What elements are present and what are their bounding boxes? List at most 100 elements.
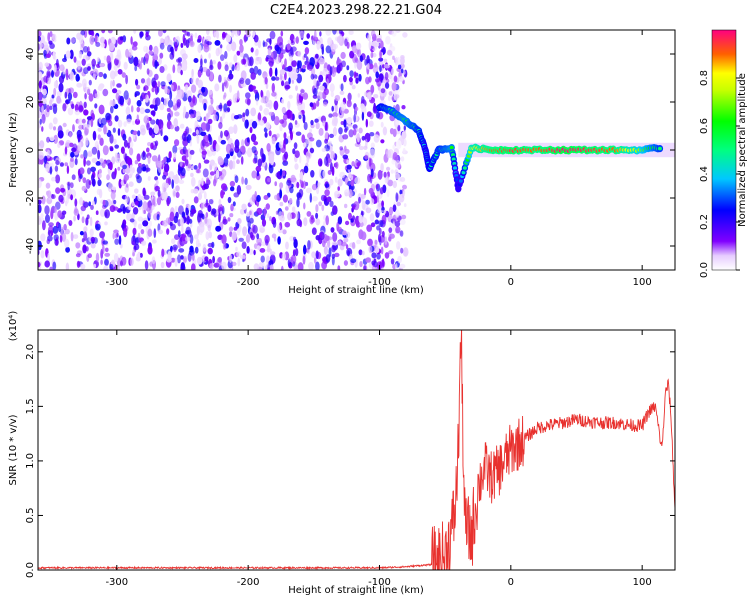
heatmap-noise-cell: [303, 40, 309, 46]
heatmap-noise-cell: [202, 168, 209, 178]
heatmap-noise-cell: [62, 57, 67, 63]
heatmap-noise-cell: [374, 239, 378, 245]
heatmap-noise-cell: [288, 77, 291, 85]
heatmap-noise-cell: [246, 246, 250, 254]
heatmap-noise-cell: [257, 40, 262, 49]
heatmap-noise-cell: [296, 73, 302, 84]
heatmap-noise-cell: [136, 84, 141, 90]
heatmap-noise-cell: [226, 107, 231, 113]
heatmap-noise-cell: [353, 71, 357, 79]
heatmap-noise-cell: [384, 236, 388, 246]
heatmap-noise-cell: [325, 235, 330, 241]
heatmap-noise-cell: [350, 258, 357, 264]
heatmap-noise-cell: [365, 257, 372, 263]
heatmap-noise-cell: [286, 43, 291, 51]
heatmap-noise-cell: [64, 228, 70, 235]
heatmap-noise-cell: [245, 108, 250, 117]
heatmap-noise-cell: [256, 237, 262, 245]
heatmap-noise-cell: [295, 36, 299, 44]
heatmap-noise-cell: [346, 65, 350, 71]
heatmap-noise-cell: [102, 145, 109, 156]
heatmap-noise-cell: [224, 80, 229, 89]
heatmap-noise-cell: [301, 134, 306, 144]
heatmap-noise-cell: [269, 251, 276, 256]
heatmap-noise-cell: [207, 224, 211, 232]
heatmap-noise-cell: [81, 118, 86, 124]
snr-x-tick-label: -300: [105, 577, 128, 588]
heatmap-noise-cell: [132, 227, 137, 236]
heatmap-noise-cell: [242, 226, 248, 237]
heatmap-noise-cell: [68, 220, 73, 226]
heatmap-noise-cell: [380, 246, 384, 255]
heatmap-noise-cell: [154, 59, 158, 69]
heatmap-noise-cell: [180, 42, 184, 49]
heatmap-noise-cell: [399, 230, 404, 237]
heatmap-noise-cell: [334, 103, 338, 113]
heatmap-noise-cell: [172, 244, 178, 251]
heatmap-noise-cell: [360, 103, 365, 110]
heatmap-noise-cell: [302, 92, 309, 100]
heatmap-noise-cell: [252, 224, 258, 234]
heatmap-noise-cell: [364, 154, 369, 160]
heatmap-noise-cell: [395, 173, 400, 180]
heatmap-noise-cell: [392, 144, 396, 150]
heatmap-noise-cell: [316, 187, 320, 195]
heatmap-noise-cell: [182, 257, 187, 264]
heatmap-noise-cell: [153, 124, 159, 135]
heatmap-noise-cell: [305, 151, 312, 160]
heatmap-noise-cell: [112, 232, 115, 240]
heatmap-noise-cell: [167, 88, 170, 95]
heatmap-noise-cell: [137, 130, 141, 137]
heatmap-noise-cell: [116, 232, 119, 238]
heatmap-noise-cell: [151, 256, 156, 265]
heatmap-noise-cell: [245, 184, 252, 191]
heatmap-noise-cell: [365, 76, 370, 85]
heatmap-noise-cell: [229, 231, 233, 238]
heatmap-noise-cell: [46, 136, 51, 143]
heatmap-noise-cell: [370, 51, 374, 59]
heatmap-noise-cell: [376, 225, 381, 231]
heatmap-noise-cell: [82, 46, 89, 53]
heatmap-noise-cell: [157, 229, 164, 235]
heatmap-noise-cell: [97, 134, 101, 141]
heatmap-noise-cell: [402, 184, 407, 190]
heatmap-noise-cell: [330, 227, 335, 233]
heatmap-noise-cell: [104, 258, 109, 266]
heatmap-noise-cell: [47, 32, 51, 42]
heatmap-noise-cell: [205, 35, 212, 42]
heatmap-noise-cell: [86, 116, 93, 121]
heatmap-noise-cell: [169, 90, 173, 101]
heatmap-noise-cell: [86, 124, 90, 129]
heatmap-noise-cell: [74, 158, 78, 166]
heatmap-noise-cell: [82, 244, 87, 254]
heatmap-noise-cell: [246, 98, 251, 106]
heatmap-noise-cell: [83, 226, 88, 233]
heatmap-noise-cell: [269, 215, 272, 222]
heatmap-noise-cell: [49, 136, 55, 142]
heatmap-noise-cell: [143, 45, 149, 53]
heatmap-y-tick-label: 0: [25, 147, 36, 153]
heatmap-noise-cell: [130, 36, 133, 45]
heatmap-noise-cell: [269, 38, 272, 45]
heatmap-noise-cell: [365, 138, 368, 149]
heatmap-noise-cell: [114, 115, 119, 122]
heatmap-noise-cell: [329, 178, 334, 186]
heatmap-noise-cell: [386, 166, 391, 171]
heatmap-noise-cell: [280, 30, 284, 37]
heatmap-noise-cell: [235, 246, 238, 252]
heatmap-noise-cell: [75, 253, 81, 258]
heatmap-noise-cell: [245, 92, 251, 99]
heatmap-noise-cell: [124, 194, 129, 204]
heatmap-noise-cell: [45, 214, 50, 224]
heatmap-noise-cell: [110, 191, 116, 200]
heatmap-noise-cell: [120, 160, 126, 166]
heatmap-noise-cell: [286, 179, 292, 186]
heatmap-noise-cell: [115, 157, 122, 164]
heatmap-noise-cell: [38, 199, 42, 205]
heatmap-noise-cell: [395, 226, 401, 234]
heatmap-noise-cell: [400, 56, 405, 65]
heatmap-noise-cell: [383, 209, 387, 214]
heatmap-noise-cell: [229, 142, 235, 152]
heatmap-noise-cell: [142, 201, 148, 211]
heatmap-noise-cell: [273, 115, 280, 126]
